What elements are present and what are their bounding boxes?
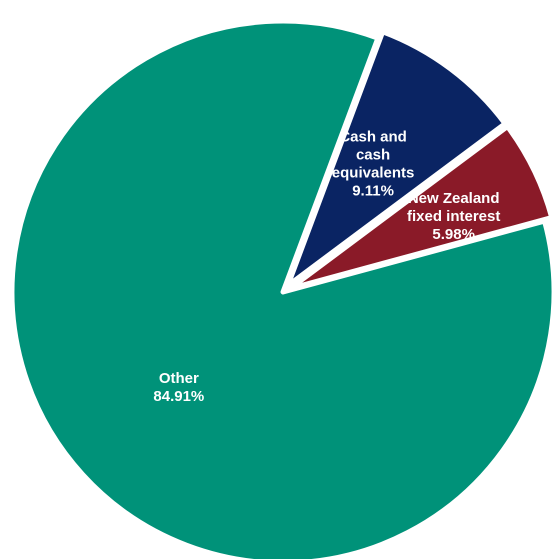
- pie-slice-cash-and-cash-equivalents: [285, 29, 508, 289]
- pie-slice-other: [9, 18, 557, 559]
- slice-category-label: cash: [356, 146, 390, 163]
- slice-value-label: 9.11%: [352, 182, 394, 199]
- pie-labels: Cash and cash equivalents 9.11% New Zealand f…: [153, 128, 500, 405]
- pie-slices: [9, 18, 557, 559]
- slice-category-label: equivalents: [332, 164, 415, 181]
- slice-label-cash-and-cash-equivalents: Cash and cash equivalents 9.11%: [332, 128, 415, 199]
- pie-slice-new-zealand-fixed-interest: [287, 124, 555, 292]
- slice-value-label: 5.98%: [432, 226, 475, 243]
- slice-label-new-zealand-fixed-interest: New Zealand fixed interest 5.98%: [407, 190, 500, 243]
- slice-category-label: Cash and: [339, 128, 407, 145]
- slice-category-label: New Zealand: [408, 190, 500, 207]
- slice-category-label: Other: [159, 370, 199, 387]
- slice-category-label: fixed interest: [407, 208, 500, 225]
- slice-value-label: 84.91%: [153, 388, 204, 405]
- slice-label-other: Other 84.91%: [153, 370, 204, 405]
